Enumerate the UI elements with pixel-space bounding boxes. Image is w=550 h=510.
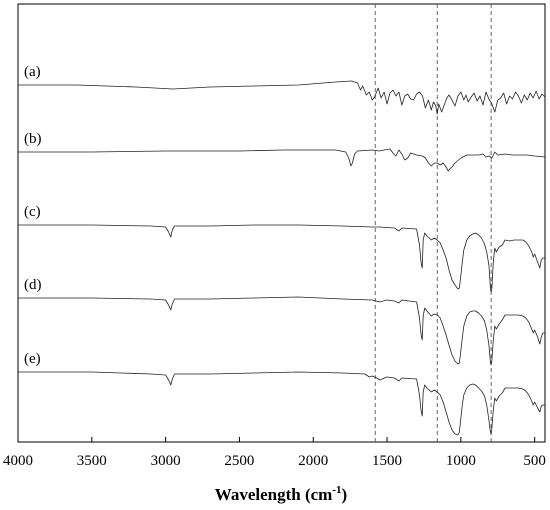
x-tick-label-7: 1000	[446, 453, 476, 469]
series-label-5: (e)	[24, 351, 41, 367]
series-label-4: (d)	[24, 277, 42, 293]
x-tick-label-6: 1500	[372, 453, 402, 469]
x-axis-ticks: 4000 3500 3000 2500 2000 1500 1000 500	[3, 437, 546, 469]
spectra-series	[18, 80, 546, 436]
x-tick-label-3: 3000	[151, 453, 181, 469]
series-label-1: (a)	[24, 64, 41, 80]
x-tick-label-1: 4000	[3, 453, 33, 469]
series-line-2	[18, 148, 546, 172]
x-axis-title: Wavelength (cm-1)	[215, 484, 347, 504]
x-axis-title-text: Wavelength (cm	[215, 485, 333, 504]
x-tick-label-8: 500	[523, 453, 546, 469]
series-line-1	[18, 80, 546, 115]
x-tick-label-2: 3500	[77, 453, 107, 469]
x-axis-title-superscript: -1	[332, 484, 341, 496]
series-line-5	[18, 371, 545, 436]
x-tick-label-5: 2000	[298, 453, 328, 469]
x-tick-label-4: 2500	[224, 453, 254, 469]
series-line-4	[18, 296, 545, 366]
series-line-3	[18, 224, 545, 293]
series-label-2: (b)	[24, 131, 42, 147]
series-label-3: (c)	[24, 204, 41, 220]
series-labels: (a) (b) (c) (d) (e)	[24, 64, 42, 367]
plot-frame	[17, 3, 546, 443]
x-axis-title-close: )	[342, 485, 348, 504]
reference-lines	[374, 4, 492, 442]
